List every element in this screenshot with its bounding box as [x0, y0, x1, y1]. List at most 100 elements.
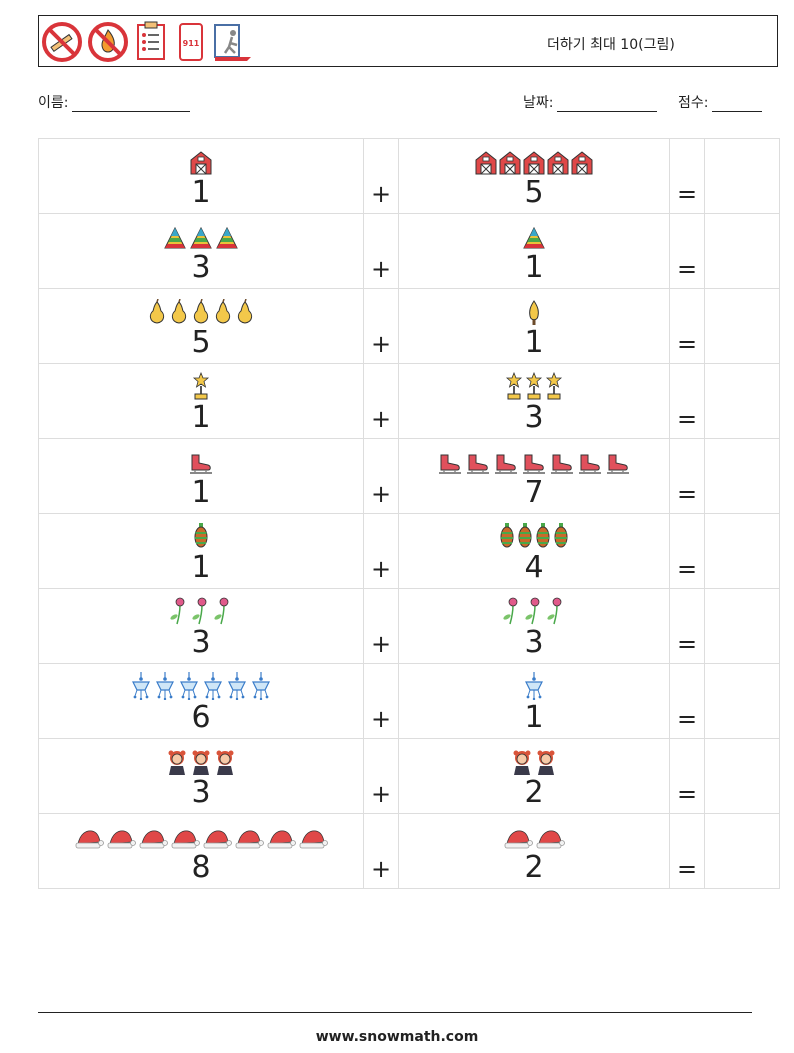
answer-cell[interactable] [704, 513, 780, 589]
girl-icon [190, 749, 212, 775]
answer-cell[interactable] [704, 213, 780, 289]
right-operand-cell: 2 [398, 738, 670, 814]
right-picture-group [399, 820, 669, 850]
pyramid-icon [522, 226, 546, 250]
svg-text:911: 911 [183, 39, 200, 48]
answer-cell[interactable] [704, 738, 780, 814]
plus-cell: + [363, 513, 399, 589]
problem-row: 1 +7 = [38, 438, 780, 514]
right-picture-group [399, 295, 669, 325]
right-operand-number: 2 [524, 775, 544, 810]
phone-911-icon: 911 [173, 21, 207, 63]
santa-hat-icon [74, 828, 104, 850]
equals-cell: = [669, 363, 705, 439]
equals-cell: = [669, 438, 705, 514]
left-operand-number: 3 [191, 625, 211, 660]
answer-cell[interactable] [704, 363, 780, 439]
barn-icon [475, 151, 497, 175]
right-operand-number: 1 [524, 700, 544, 735]
footer-url: www.snowmath.com [315, 1029, 479, 1045]
right-picture-group [399, 595, 669, 625]
barn-icon [547, 151, 569, 175]
barn-icon [190, 151, 212, 175]
right-operand-cell: 2 [398, 813, 670, 889]
left-picture-group [39, 445, 363, 475]
barn-icon [523, 151, 545, 175]
ice-skate-icon [605, 453, 631, 475]
ice-skate-icon [493, 453, 519, 475]
emergency-exit-icon [211, 21, 255, 63]
left-operand-number: 3 [191, 775, 211, 810]
santa-hat-icon [106, 828, 136, 850]
right-picture-group [399, 220, 669, 250]
trophy-icon [192, 372, 210, 400]
pear-icon [191, 299, 211, 325]
worksheet-title: 더하기 최대 10(그림) [547, 37, 675, 53]
answer-cell[interactable] [704, 588, 780, 664]
ice-skate-icon [437, 453, 463, 475]
left-operand-cell: 5 [38, 288, 364, 364]
left-operand-cell: 1 [38, 438, 364, 514]
equals-cell: = [669, 813, 705, 889]
answer-cell[interactable] [704, 813, 780, 889]
plus-cell: + [363, 363, 399, 439]
problem-row: 8 +2 = [38, 813, 780, 889]
left-operand-number: 6 [191, 700, 211, 735]
score-label: 점수: [678, 95, 709, 111]
left-picture-group [39, 370, 363, 400]
answer-cell[interactable] [704, 138, 780, 214]
problem-row: 3 +1 = [38, 213, 780, 289]
answer-cell[interactable] [704, 438, 780, 514]
plus-sign: + [370, 180, 392, 208]
girl-icon [166, 749, 188, 775]
no-smoking-icon [41, 21, 83, 63]
left-operand-number: 5 [191, 325, 211, 360]
equals-cell: = [669, 663, 705, 739]
equals-cell: = [669, 513, 705, 589]
ice-skate-icon [577, 453, 603, 475]
girl-icon [511, 749, 533, 775]
ornament-icon [517, 522, 533, 550]
ornament-icon [553, 522, 569, 550]
pear-icon [147, 299, 167, 325]
problem-row: 1 +4 = [38, 513, 780, 589]
left-operand-cell: 3 [38, 588, 364, 664]
chandelier-icon [250, 672, 272, 700]
answer-cell[interactable] [704, 288, 780, 364]
chandelier-icon [202, 672, 224, 700]
left-picture-group [39, 295, 363, 325]
flower-icon [169, 597, 189, 625]
right-operand-cell: 7 [398, 438, 670, 514]
right-picture-group [399, 745, 669, 775]
flower-icon [546, 597, 566, 625]
score-line [712, 97, 763, 112]
equals-cell: = [669, 213, 705, 289]
right-picture-group [399, 445, 669, 475]
left-operand-cell: 3 [38, 213, 364, 289]
girl-icon [214, 749, 236, 775]
equals-sign: = [676, 630, 698, 658]
right-picture-group [399, 145, 669, 175]
ice-skate-icon [521, 453, 547, 475]
barn-icon [571, 151, 593, 175]
name-line [72, 97, 191, 112]
plus-sign: + [370, 255, 392, 283]
score-field: 점수: [678, 92, 763, 112]
plus-cell: + [363, 138, 399, 214]
problem-row: 6 +1 = [38, 663, 780, 739]
plus-sign: + [370, 330, 392, 358]
left-operand-cell: 1 [38, 513, 364, 589]
no-fire-icon [87, 21, 129, 63]
plus-sign: + [370, 405, 392, 433]
left-operand-cell: 1 [38, 363, 364, 439]
problem-row: 1 +5 = [38, 138, 780, 214]
answer-cell[interactable] [704, 663, 780, 739]
santa-hat-icon [298, 828, 328, 850]
footer-divider [38, 1012, 752, 1013]
left-operand-cell: 1 [38, 138, 364, 214]
right-operand-number: 1 [524, 325, 544, 360]
plus-cell: + [363, 288, 399, 364]
problems-table: 1 +5 = 3 +1 = 5 +1 = 1 +3 = 1 +7 = 1 +4 = 3 +3 = 6 +1 = 3 +2 = 8 +2 = [38, 138, 780, 889]
pyramid-icon [215, 226, 239, 250]
girl-icon [535, 749, 557, 775]
